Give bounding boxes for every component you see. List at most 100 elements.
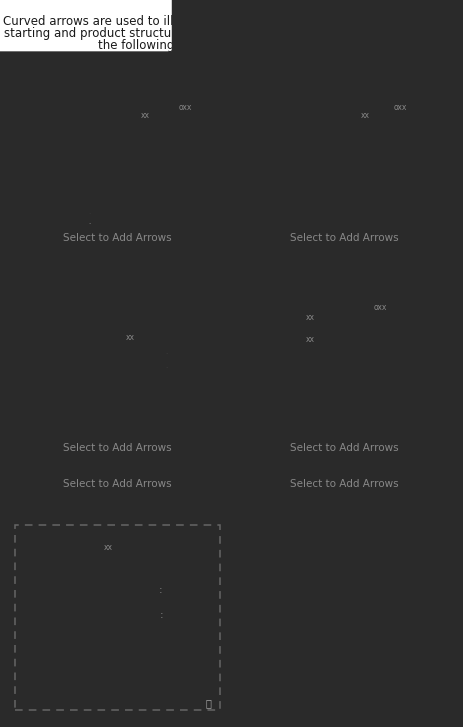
Text: H: H <box>100 213 107 223</box>
Text: ..: .. <box>88 220 92 225</box>
Text: ⊖: ⊖ <box>175 361 182 369</box>
Text: H: H <box>365 420 373 430</box>
Text: ⊕: ⊕ <box>117 553 123 563</box>
Text: CH: CH <box>83 408 98 418</box>
Text: ⊕: ⊕ <box>138 343 145 353</box>
Text: O: O <box>280 423 289 433</box>
Text: Select to Add Arrows: Select to Add Arrows <box>289 479 397 489</box>
Text: O: O <box>381 125 389 135</box>
Text: ⊕: ⊕ <box>298 327 305 337</box>
Text: xx: xx <box>305 335 314 345</box>
Text: 🔍: 🔍 <box>205 698 211 708</box>
Text: H: H <box>363 136 370 146</box>
Text: H: H <box>109 567 116 577</box>
Text: O: O <box>81 660 89 670</box>
Text: H: H <box>77 427 85 437</box>
Text: H: H <box>143 136 150 146</box>
Text: O: O <box>177 390 186 400</box>
Bar <box>15 295 219 455</box>
Text: O: O <box>90 427 99 437</box>
Text: Select to Add Arrows: Select to Add Arrows <box>63 233 171 243</box>
Text: ⊖: ⊖ <box>390 135 396 141</box>
Text: xx: xx <box>360 111 369 119</box>
Text: H: H <box>181 403 188 413</box>
Text: ⊖: ⊖ <box>336 121 343 129</box>
Text: N: N <box>125 342 134 355</box>
Text: O: O <box>150 573 159 583</box>
Text: H: H <box>164 593 171 603</box>
Text: H: H <box>161 117 169 127</box>
Text: ..: .. <box>165 364 169 369</box>
Bar <box>247 90 439 245</box>
Text: ⊕: ⊕ <box>353 126 359 134</box>
Text: oxx: oxx <box>393 103 406 111</box>
Text: xx: xx <box>103 544 112 553</box>
Text: Curved arrows are used to illustrate the flow of electrons. Using the provided: Curved arrows are used to illustrate the… <box>3 15 460 28</box>
Text: :: : <box>160 610 163 620</box>
Text: O: O <box>305 213 314 223</box>
Text: O: O <box>409 121 417 131</box>
Text: xx: xx <box>140 111 149 119</box>
Text: ..: .. <box>165 350 169 356</box>
Text: H: H <box>72 213 80 223</box>
Text: H: H <box>350 410 358 420</box>
Text: ⊕: ⊕ <box>81 675 88 683</box>
Bar <box>15 460 219 490</box>
Text: xx: xx <box>125 334 134 342</box>
Text: O: O <box>335 127 344 137</box>
Bar <box>247 460 439 490</box>
Text: N: N <box>305 321 314 334</box>
Text: Select to Add Arrows: Select to Add Arrows <box>63 479 171 489</box>
Text: O: O <box>162 355 171 365</box>
Text: O: O <box>167 125 175 135</box>
Text: S: S <box>375 311 383 324</box>
Text: H: H <box>151 355 158 365</box>
Text: ⊕: ⊕ <box>81 409 88 417</box>
Text: O: O <box>194 121 203 131</box>
Text: ⊖: ⊖ <box>175 135 181 141</box>
Text: H: H <box>267 423 274 433</box>
Text: oxx: oxx <box>373 302 386 311</box>
Text: H: H <box>73 676 81 686</box>
Text: S: S <box>395 111 403 124</box>
Text: oxx: oxx <box>178 103 191 111</box>
Text: Be sure to account for all bond-breaking and bond-making steps.: Be sure to account for all bond-breaking… <box>39 60 424 73</box>
Text: ⊖: ⊖ <box>371 337 377 343</box>
Bar <box>15 525 219 710</box>
Text: ..: .. <box>88 211 92 215</box>
Text: H: H <box>95 665 103 675</box>
Bar <box>247 295 439 455</box>
Text: N: N <box>103 552 112 564</box>
Bar <box>15 90 219 245</box>
Text: O: O <box>118 127 126 137</box>
Text: :: : <box>159 585 163 595</box>
Text: H: H <box>294 423 302 433</box>
Text: Select to Add Arrows: Select to Add Arrows <box>289 233 397 243</box>
Text: Select to Add Arrows: Select to Add Arrows <box>63 443 171 453</box>
Text: H: H <box>378 117 386 127</box>
Text: H: H <box>131 357 138 367</box>
Text: N: N <box>359 119 369 132</box>
Text: H: H <box>425 113 433 123</box>
Text: ⊕: ⊕ <box>135 126 141 135</box>
Text: O: O <box>361 325 369 335</box>
Text: H: H <box>405 313 413 323</box>
Text: Select to Add Arrows: Select to Add Arrows <box>289 443 397 453</box>
Text: H: H <box>292 213 299 223</box>
Text: O: O <box>389 321 397 331</box>
Text: ⊖: ⊖ <box>119 121 125 129</box>
Text: H: H <box>322 335 329 345</box>
Text: S: S <box>181 111 189 124</box>
Text: H: H <box>181 375 188 385</box>
Text: N: N <box>140 119 150 132</box>
Text: the following reaction or mechanistic step(s).: the following reaction or mechanistic st… <box>98 39 365 52</box>
Text: xx: xx <box>305 313 314 323</box>
Text: O: O <box>86 213 94 223</box>
Text: H: H <box>67 665 75 675</box>
Text: H: H <box>105 427 113 437</box>
Text: starting and product structures, draw the curved electron-pushing arrows for: starting and product structures, draw th… <box>4 27 459 40</box>
Text: H: H <box>319 213 327 223</box>
Text: H: H <box>211 113 219 123</box>
Text: H: H <box>139 573 146 583</box>
Text: H: H <box>168 623 175 633</box>
